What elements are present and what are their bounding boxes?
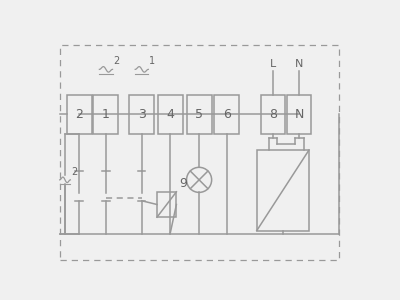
Text: 2: 2 (114, 56, 120, 66)
Text: 8: 8 (269, 108, 277, 121)
Text: 6: 6 (223, 108, 231, 121)
Text: 1: 1 (102, 108, 110, 121)
Bar (93, 95, 118, 134)
Bar (214, 95, 240, 134)
Text: N: N (295, 108, 304, 121)
Text: 2: 2 (72, 167, 78, 178)
Text: 3: 3 (138, 108, 146, 121)
Bar (186, 95, 212, 134)
Bar (129, 95, 154, 134)
Text: 4: 4 (166, 108, 174, 121)
Text: L: L (270, 59, 276, 69)
Bar (157, 192, 176, 217)
Bar (60, 46, 339, 260)
Bar (257, 150, 309, 231)
Text: N: N (295, 59, 304, 69)
Bar (288, 95, 311, 134)
Text: 5: 5 (195, 108, 203, 121)
Bar (66, 95, 92, 134)
Text: 1: 1 (149, 56, 155, 66)
Text: 9: 9 (179, 177, 187, 190)
Text: 2: 2 (75, 108, 83, 121)
Bar (158, 95, 183, 134)
Bar (261, 95, 285, 134)
